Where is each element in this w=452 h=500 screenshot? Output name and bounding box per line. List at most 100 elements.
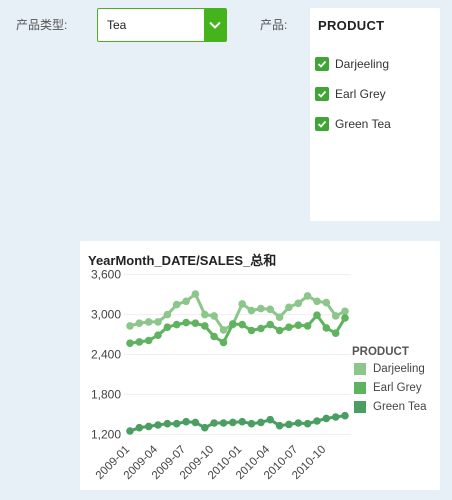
data-point <box>341 314 349 322</box>
data-point <box>154 318 162 326</box>
data-point <box>238 300 246 308</box>
legend-label: Darjeeling <box>373 363 425 375</box>
data-point <box>313 311 321 319</box>
product-option-label: Darjeeling <box>335 57 390 71</box>
data-point <box>266 415 274 424</box>
data-point <box>303 292 312 300</box>
data-point <box>275 313 284 321</box>
data-point <box>154 421 162 429</box>
data-point <box>331 413 340 421</box>
data-point <box>247 419 256 428</box>
product-option-green-tea[interactable]: Green Tea <box>315 116 391 132</box>
data-point <box>238 417 246 426</box>
chart-title: YearMonth_DATE/SALES_总和 <box>88 253 277 268</box>
data-point <box>275 421 284 430</box>
legend-title: PRODUCT <box>352 346 409 358</box>
data-point <box>275 326 284 335</box>
legend-swatch <box>354 382 366 394</box>
line-chart: 1,2001,8002,4003,0003,6002009-012009-042… <box>91 268 351 482</box>
data-point <box>126 339 134 347</box>
data-point <box>201 423 209 432</box>
legend-swatch <box>354 401 366 413</box>
data-point <box>313 417 321 425</box>
data-point <box>322 414 331 423</box>
data-point <box>219 419 228 427</box>
data-point <box>341 411 349 420</box>
data-point <box>191 319 200 327</box>
data-point <box>331 329 340 337</box>
legend-item-green-tea[interactable]: Green Tea <box>354 401 427 413</box>
data-point <box>172 419 181 428</box>
data-point <box>331 312 340 320</box>
data-point <box>229 418 237 427</box>
legend-label: Earl Grey <box>373 382 422 394</box>
product-type-dropdown[interactable]: Tea <box>97 8 227 42</box>
data-point <box>163 310 172 319</box>
data-point <box>163 419 172 428</box>
data-point <box>135 338 144 346</box>
data-point <box>210 312 218 320</box>
data-point <box>247 306 256 315</box>
product-option-label: Earl Grey <box>335 87 386 101</box>
data-point <box>294 419 303 427</box>
data-point <box>257 418 265 427</box>
data-point <box>126 322 134 330</box>
data-point <box>303 322 312 330</box>
data-point <box>257 304 265 313</box>
series-line <box>129 414 346 433</box>
data-point <box>191 418 200 427</box>
data-point <box>144 422 153 431</box>
data-point <box>313 297 321 306</box>
data-point <box>201 322 209 330</box>
data-point <box>257 324 265 333</box>
data-point <box>163 323 172 331</box>
product-option-earl-grey[interactable]: Earl Grey <box>315 86 386 102</box>
data-point <box>210 419 218 427</box>
legend-swatch <box>354 363 366 375</box>
product-filter-panel: PRODUCT Darjeeling Earl Grey Green Tea <box>310 8 440 221</box>
data-point <box>247 326 256 335</box>
data-point <box>144 318 153 326</box>
legend-item-earl-grey[interactable]: Earl Grey <box>354 382 422 394</box>
data-point <box>182 297 190 306</box>
data-point <box>266 320 274 329</box>
data-point <box>219 338 228 347</box>
product-type-value: Tea <box>107 18 127 32</box>
checkbox-checked-icon[interactable] <box>315 57 329 71</box>
data-point <box>219 326 228 334</box>
data-point <box>294 321 303 329</box>
product-label: 产品: <box>260 18 288 32</box>
y-tick-label: 3,000 <box>91 308 121 322</box>
legend-item-darjeeling[interactable]: Darjeeling <box>354 363 425 375</box>
y-tick-label: 1,200 <box>91 427 121 441</box>
data-point <box>294 299 303 308</box>
data-point <box>285 323 293 331</box>
data-point <box>201 310 209 319</box>
data-point <box>285 303 293 312</box>
y-tick-label: 2,400 <box>91 348 121 362</box>
checkbox-checked-icon[interactable] <box>315 87 329 101</box>
data-point <box>322 324 331 332</box>
data-point <box>154 331 162 339</box>
product-option-label: Green Tea <box>335 117 391 131</box>
data-point <box>126 427 134 435</box>
product-panel-title: PRODUCT <box>318 18 385 33</box>
data-point <box>135 423 144 432</box>
chevron-down-icon[interactable] <box>204 9 226 41</box>
data-point <box>341 307 349 316</box>
data-point <box>266 305 274 314</box>
checkbox-checked-icon[interactable] <box>315 117 329 131</box>
data-point <box>229 320 237 328</box>
data-point <box>191 290 200 298</box>
data-point <box>172 320 181 329</box>
data-point <box>182 318 190 327</box>
data-point <box>322 298 331 307</box>
product-option-darjeeling[interactable]: Darjeeling <box>315 56 389 72</box>
legend-label: Green Tea <box>373 401 427 413</box>
data-point <box>285 420 293 429</box>
data-point <box>172 300 181 309</box>
data-point <box>144 336 153 345</box>
y-tick-label: 3,600 <box>91 268 121 282</box>
data-point <box>182 417 190 426</box>
data-point <box>303 419 312 428</box>
